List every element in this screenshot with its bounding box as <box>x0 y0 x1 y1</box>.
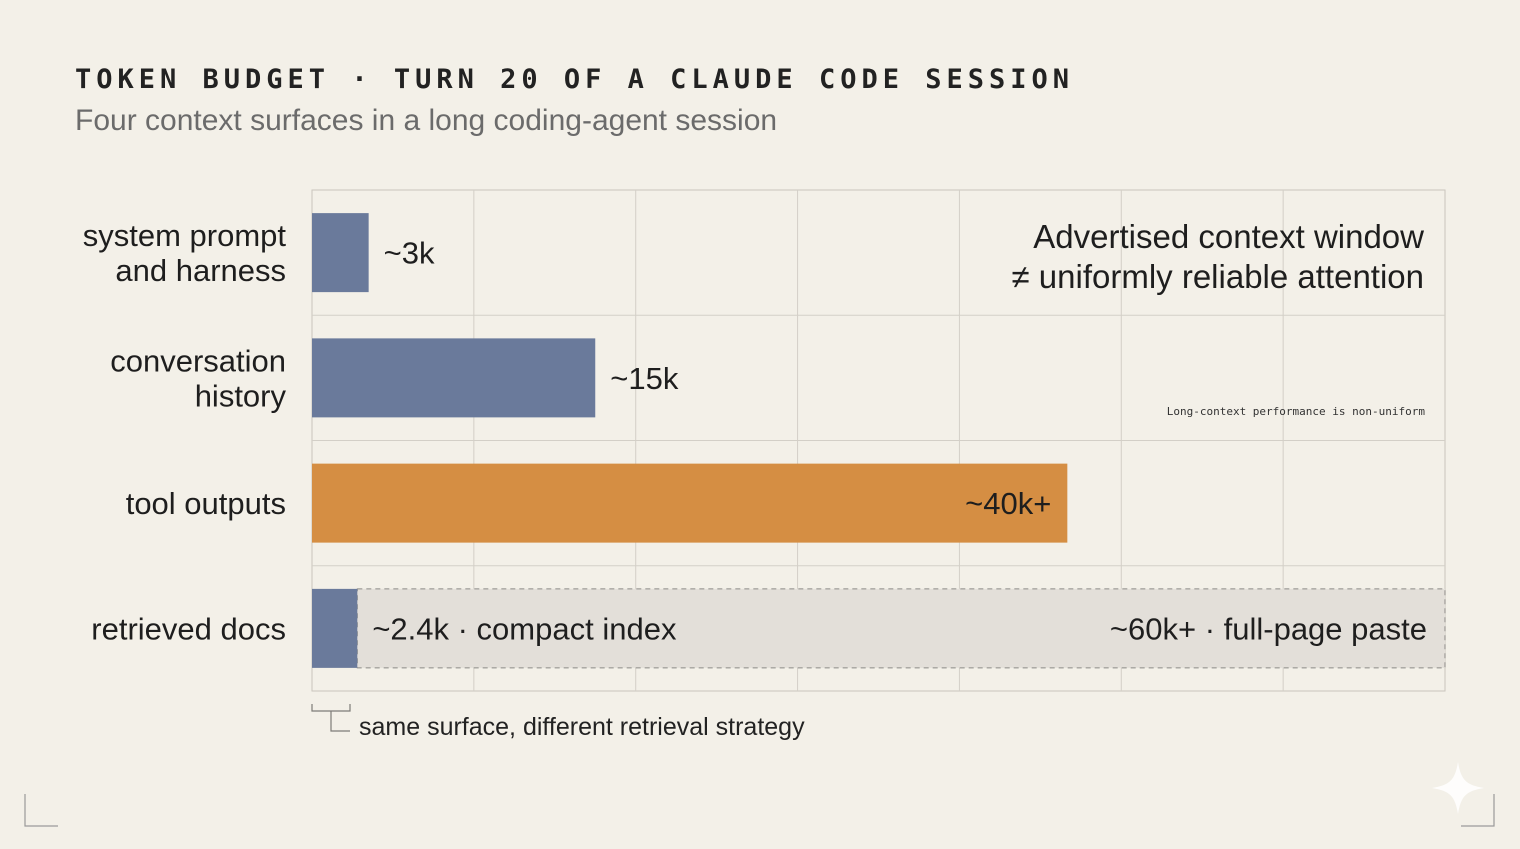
category-label: tool outputs <box>126 486 286 521</box>
page-subtitle: Four context surfaces in a long coding-a… <box>75 104 778 137</box>
value-label: ~40k+ <box>965 486 1051 521</box>
small-annotation: Long-context performance is non-uniform <box>1167 405 1426 418</box>
footnote-connector <box>330 711 350 732</box>
range-bar <box>356 588 1446 669</box>
range-bar-label: ~60k+ · full-page paste <box>1110 611 1427 646</box>
value-label: ~2.4k · compact index <box>372 611 677 646</box>
bar <box>312 588 358 668</box>
category-label: system prompt and harness <box>83 218 287 288</box>
category-label: conversation history <box>110 343 286 413</box>
page-title: TOKEN BUDGET · TURN 20 OF A CLAUDE CODE … <box>75 64 1075 95</box>
bar <box>312 338 596 418</box>
headline-annotation: Advertised context window ≠ uniformly rel… <box>1012 218 1425 295</box>
value-label: ~3k <box>384 236 435 271</box>
category-label: retrieved docs <box>91 611 286 646</box>
bar <box>312 213 369 293</box>
value-label: ~15k <box>610 361 679 396</box>
footnote: same surface, different retrieval strate… <box>359 713 805 741</box>
corner-bracket-right <box>1461 794 1495 827</box>
footnote-bracket <box>311 704 351 712</box>
bar <box>312 463 1068 543</box>
corner-bracket-left <box>24 794 58 827</box>
sparkle-icon <box>1432 762 1484 814</box>
